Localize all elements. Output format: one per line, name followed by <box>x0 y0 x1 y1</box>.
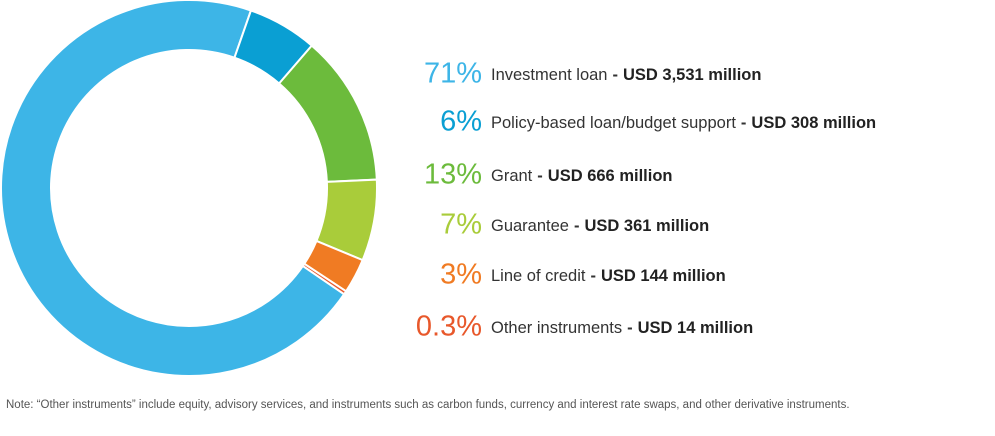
legend-entry: Investment loan - USD 3,531 million <box>491 66 761 84</box>
legend-separator: - <box>741 114 747 132</box>
donut-slice <box>277 44 378 183</box>
note: Note: “Other instruments” include equity… <box>6 399 850 411</box>
percent-label: 7% <box>440 209 482 241</box>
legend-entry: Policy-based loan/budget support - USD 308… <box>491 114 876 132</box>
legend-entry: Guarantee - USD 361 million <box>491 217 709 235</box>
legend-amount: USD 14 million <box>638 319 754 337</box>
legend-amount: USD 361 million <box>584 217 709 235</box>
percent-label: 0.3% <box>416 311 482 343</box>
percent-label: 3% <box>440 259 482 291</box>
legend-name: Investment loan <box>491 66 607 84</box>
donut-slice <box>301 262 348 296</box>
legend-separator: - <box>590 267 596 285</box>
legend-entry: Line of credit - USD 144 million <box>491 267 726 285</box>
legend-amount: USD 3,531 million <box>623 66 761 84</box>
legend-name: Policy-based loan/budget support <box>491 114 736 132</box>
percent-label: 13% <box>424 159 482 191</box>
legend-entry: Other instruments - USD 14 million <box>491 319 753 337</box>
legend-name: Other instruments <box>491 319 622 337</box>
percent-label: 71% <box>424 58 482 90</box>
percent-label: 6% <box>440 106 482 138</box>
legend-amount: USD 144 million <box>601 267 726 285</box>
legend-separator: - <box>574 217 580 235</box>
legend-separator: - <box>627 319 633 337</box>
legend-amount: USD 666 million <box>548 167 673 185</box>
legend-name: Line of credit <box>491 267 586 285</box>
legend-separator: - <box>537 167 543 185</box>
legend-name: Grant <box>491 167 533 185</box>
legend-separator: - <box>612 66 618 84</box>
legend-name: Guarantee <box>491 217 569 235</box>
donut-slice <box>0 0 346 377</box>
legend-amount: USD 308 million <box>751 114 876 132</box>
legend-entry: Grant - USD 666 million <box>491 167 672 185</box>
